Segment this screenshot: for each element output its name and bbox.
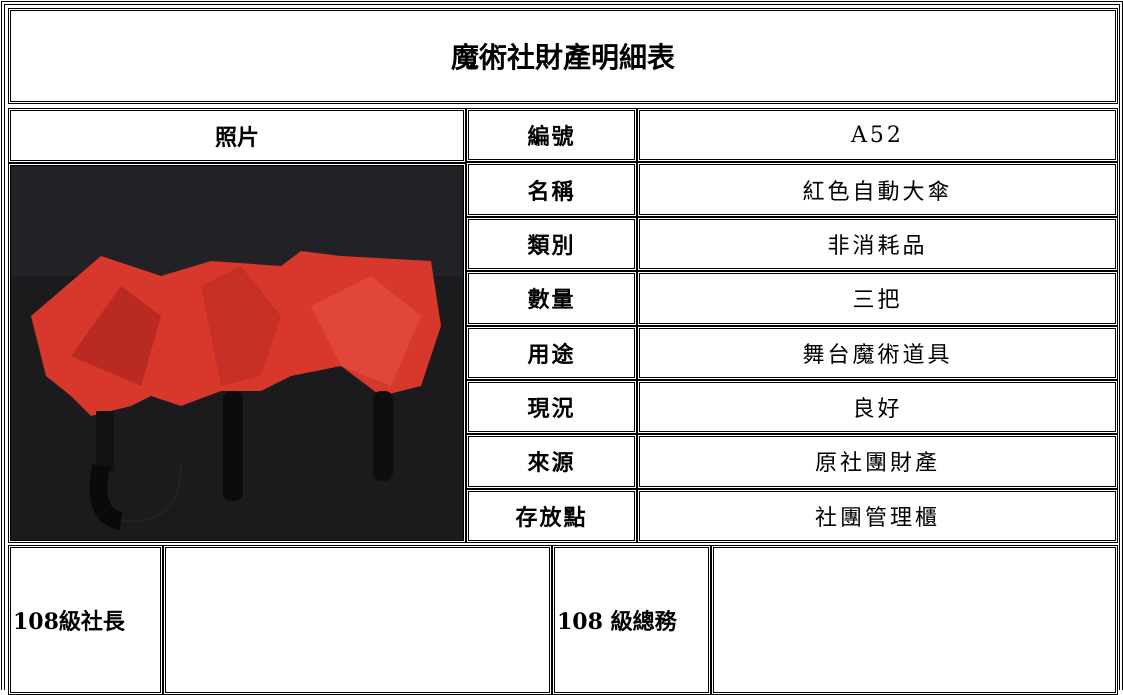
signature-label: 108 級總務 bbox=[552, 545, 711, 695]
signature-field bbox=[163, 545, 552, 695]
field-value: 三把 bbox=[637, 271, 1118, 326]
signature-label: 108級社長 bbox=[8, 545, 163, 695]
field-label: 名稱 bbox=[466, 162, 637, 217]
field-value: 舞台魔術道具 bbox=[637, 325, 1118, 380]
field-label: 編號 bbox=[466, 108, 637, 163]
photo-header: 照片 bbox=[8, 108, 466, 163]
field-label: 現況 bbox=[466, 379, 637, 435]
field-value: A52 bbox=[637, 108, 1118, 163]
field-value: 非消耗品 bbox=[637, 216, 1118, 272]
field-value: 紅色自動大傘 bbox=[637, 162, 1118, 217]
field-label: 來源 bbox=[466, 434, 637, 489]
signature-field bbox=[711, 545, 1118, 695]
field-label: 類別 bbox=[466, 216, 637, 272]
field-value: 社團管理櫃 bbox=[637, 488, 1118, 543]
field-value: 原社團財產 bbox=[637, 434, 1118, 489]
photo bbox=[11, 166, 463, 540]
field-label: 數量 bbox=[466, 271, 637, 326]
title: 魔術社財產明細表 bbox=[8, 8, 1118, 104]
photo-cell bbox=[8, 163, 466, 543]
field-label: 用途 bbox=[466, 325, 637, 380]
field-label: 存放點 bbox=[466, 488, 637, 543]
field-value: 良好 bbox=[637, 379, 1118, 435]
